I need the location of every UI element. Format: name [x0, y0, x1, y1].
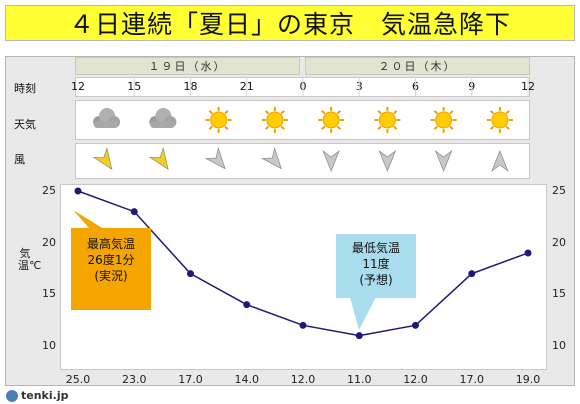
title-banner: ４日連続「夏日」の東京 気温急降下	[5, 5, 575, 41]
x-value-label: 17.0	[178, 373, 203, 386]
y-tick-label-left: 10	[42, 339, 56, 352]
y-tick-label-left: 20	[42, 235, 56, 249]
x-value-label: 17.0	[459, 373, 485, 386]
logo-icon	[6, 389, 18, 402]
min-callout-line-2: 11度	[362, 257, 390, 271]
data-point	[355, 332, 363, 340]
max-callout-line-1: 最高気温	[86, 237, 135, 251]
y-tick-label-right: 20	[552, 235, 566, 249]
wind-arrow-icon	[491, 150, 509, 173]
x-value-label: 12.0	[403, 373, 428, 386]
wind-arrow-icon	[204, 146, 226, 170]
y-tick-label-left: 25	[42, 184, 56, 197]
sunny-icon	[205, 107, 232, 133]
day-header-19: １９日（水）	[75, 57, 300, 75]
max-temp-callout: 最高気温 26度1分 (実況)	[71, 228, 151, 310]
max-callout-pointer	[73, 210, 104, 229]
wind-strip	[75, 143, 530, 179]
y-tick-label-right: 15	[552, 287, 566, 301]
wind-arrow-icon	[261, 146, 282, 170]
min-callout-line-3: (予想)	[359, 273, 393, 287]
time-row-label: 時刻	[14, 82, 36, 95]
cloudy-icon	[149, 108, 177, 128]
max-callout-line-2: 26度1分	[87, 253, 135, 267]
sunny-icon	[374, 107, 401, 133]
data-point	[299, 321, 307, 329]
cloudy-icon	[93, 108, 121, 128]
data-point	[524, 249, 532, 257]
wind-arrow-icon	[434, 149, 453, 172]
data-point	[187, 270, 194, 278]
x-value-label: 11.0	[347, 373, 372, 386]
sunny-icon	[430, 107, 457, 133]
max-callout-line-3: (実況)	[94, 269, 128, 283]
day-label-20: ２０日（木）	[378, 60, 457, 73]
data-point	[468, 270, 476, 278]
wind-arrow-icon	[92, 146, 113, 170]
weather-row-label: 天気	[14, 118, 36, 131]
sunny-icon	[318, 107, 345, 133]
wind-arrow-icon	[378, 149, 397, 172]
min-callout-pointer	[350, 297, 376, 330]
wind-arrow-icon	[148, 146, 169, 170]
data-point	[74, 187, 82, 195]
day-label-19: １９日（水）	[148, 60, 227, 73]
min-callout-line-1: 最低気温	[351, 241, 400, 255]
y-tick-label-left: 15	[42, 287, 56, 301]
min-temp-callout: 最低気温 11度 (予想)	[336, 234, 416, 298]
sunny-icon	[486, 107, 513, 133]
x-value-label: 19.0	[515, 373, 541, 386]
wind-row-label: 風	[14, 153, 25, 166]
x-value-label: 12.0	[290, 373, 316, 386]
data-point	[130, 208, 138, 216]
x-value-label: 25.0	[65, 373, 91, 386]
x-value-label: 14.0	[234, 373, 260, 386]
logo-text: tenki.jp	[21, 389, 69, 402]
data-point	[412, 321, 419, 329]
chart-title: ４日連続「夏日」の東京 気温急降下	[68, 10, 511, 39]
data-point	[243, 301, 251, 309]
sunny-icon	[261, 107, 288, 133]
time-label: 12	[71, 80, 85, 93]
y-tick-label-right: 25	[552, 184, 566, 197]
day-header-20: ２０日（木）	[305, 57, 530, 75]
x-value-label: 23.0	[122, 373, 147, 386]
footer-logo: tenki.jp	[6, 389, 68, 402]
wind-arrow-icon	[322, 149, 340, 172]
y-tick-label-right: 10	[552, 339, 566, 352]
